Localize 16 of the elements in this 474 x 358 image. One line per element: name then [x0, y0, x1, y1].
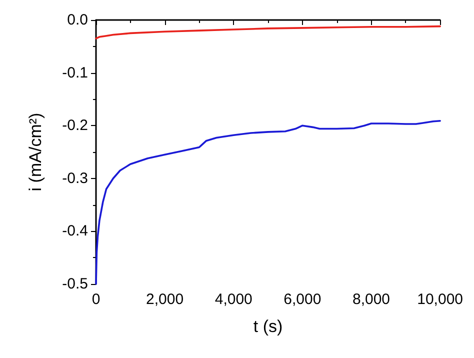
x-tick-label: 6,000 [284, 291, 322, 308]
x-tick-label: 8,000 [352, 291, 390, 308]
line-series [95, 120, 441, 285]
y-tick-label: -0.1 [62, 64, 88, 82]
y-tick-label: -0.2 [62, 117, 88, 134]
y-axis-title: i (mA/cm²) [26, 112, 45, 192]
y-tick-label: -0.3 [62, 170, 88, 187]
x-tick-label: 0 [92, 291, 100, 308]
y-tick-label: -0.4 [62, 222, 88, 240]
line-series [95, 25, 441, 40]
y-tick-label: -0.5 [62, 276, 88, 292]
x-tick-label: 10,000 [417, 291, 464, 308]
y-tick-label: 0.0 [67, 12, 88, 28]
x-tick-label: 2,000 [146, 291, 184, 308]
x-tick-label: 4,000 [214, 291, 252, 308]
x-axis-title: t (s) [253, 317, 283, 336]
